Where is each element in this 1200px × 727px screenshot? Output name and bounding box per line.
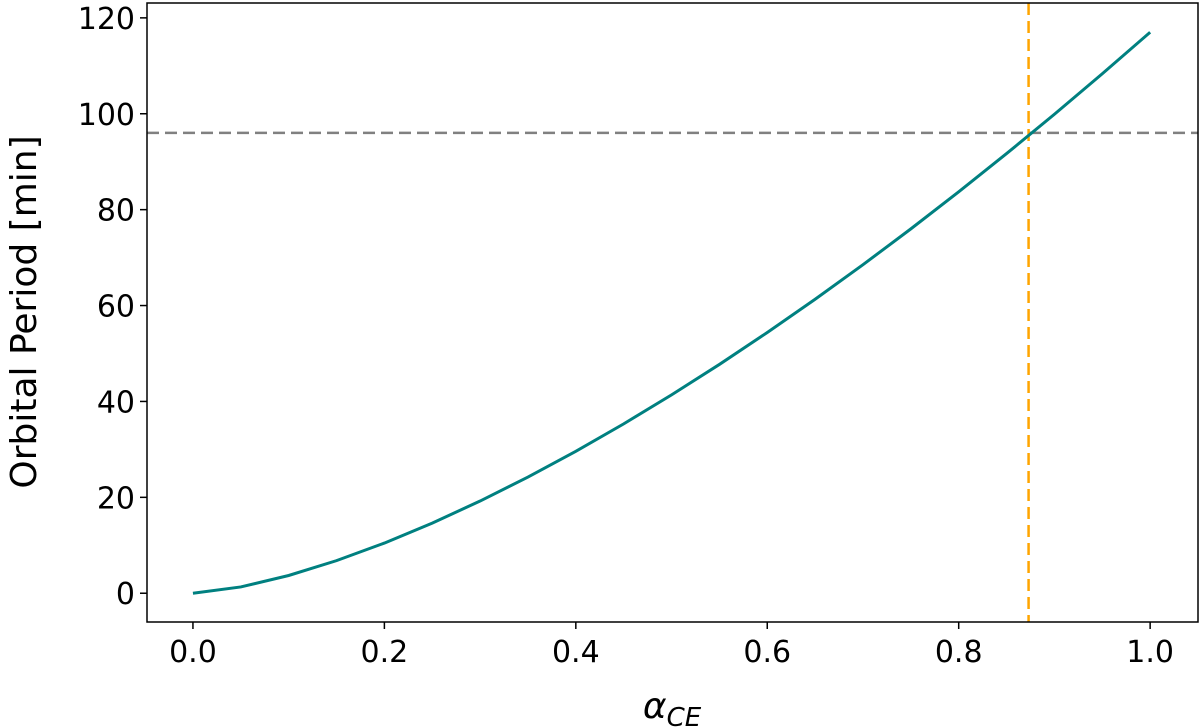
y-tick-label: 0 [116,577,135,612]
y-tick-label: 60 [97,290,135,325]
x-axis-label: αCE [643,686,702,727]
y-tick-label: 40 [97,385,135,420]
x-tick-label: 0.8 [935,635,983,670]
y-tick-label: 120 [78,2,135,37]
x-tick-label: 0.0 [169,635,217,670]
x-axis-label-main: α [643,686,667,727]
y-axis-label: Orbital Period [min] [4,135,45,488]
x-axis-label-subscript: CE [667,703,702,727]
x-tick-label: 0.4 [552,635,600,670]
y-tick-label: 100 [78,98,135,133]
x-tick-label: 0.6 [743,635,791,670]
x-tick-label: 1.0 [1126,635,1174,670]
series-line [192,31,1152,595]
plot-frame [146,2,1199,623]
y-tick-label: 20 [97,481,135,516]
y-tick-label: 80 [97,194,135,229]
x-tick-label: 0.2 [361,635,409,670]
